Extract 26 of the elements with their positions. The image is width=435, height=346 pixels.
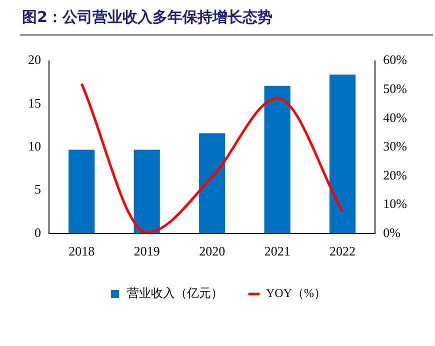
y2-tick-label: 0% (383, 224, 401, 240)
line-series (80, 82, 344, 234)
bar (264, 86, 290, 234)
bar (330, 74, 356, 234)
y2-tick-label: 50% (383, 80, 408, 96)
y-tick-label: 0 (34, 224, 41, 240)
x-tick-label: 2018 (68, 244, 95, 259)
bar (68, 150, 95, 234)
y-tick-label: 10 (28, 138, 41, 154)
y2-tick-label: 20% (383, 167, 408, 182)
x-tick-label: 2022 (330, 244, 356, 259)
y2-tick-label: 60% (383, 52, 408, 68)
y-tick-label: 20 (28, 52, 41, 68)
x-tick-label: 2019 (134, 244, 160, 259)
x-tick-label: 2021 (264, 244, 290, 259)
bar (199, 133, 226, 234)
y-tick-label: 15 (28, 95, 41, 110)
y2-tick-label: 10% (383, 196, 408, 212)
chart-title: 图2：公司营业收入多年保持增长态势 (22, 8, 272, 27)
legend-label: YOY（%） (266, 286, 326, 300)
y2-tick-label: 30% (383, 138, 408, 154)
bar (134, 150, 160, 234)
legend-label: 营业收入（亿元） (127, 286, 224, 300)
x-tick-label: 2020 (199, 244, 226, 259)
y2-tick-label: 40% (383, 110, 408, 125)
y-tick-label: 5 (34, 182, 41, 197)
